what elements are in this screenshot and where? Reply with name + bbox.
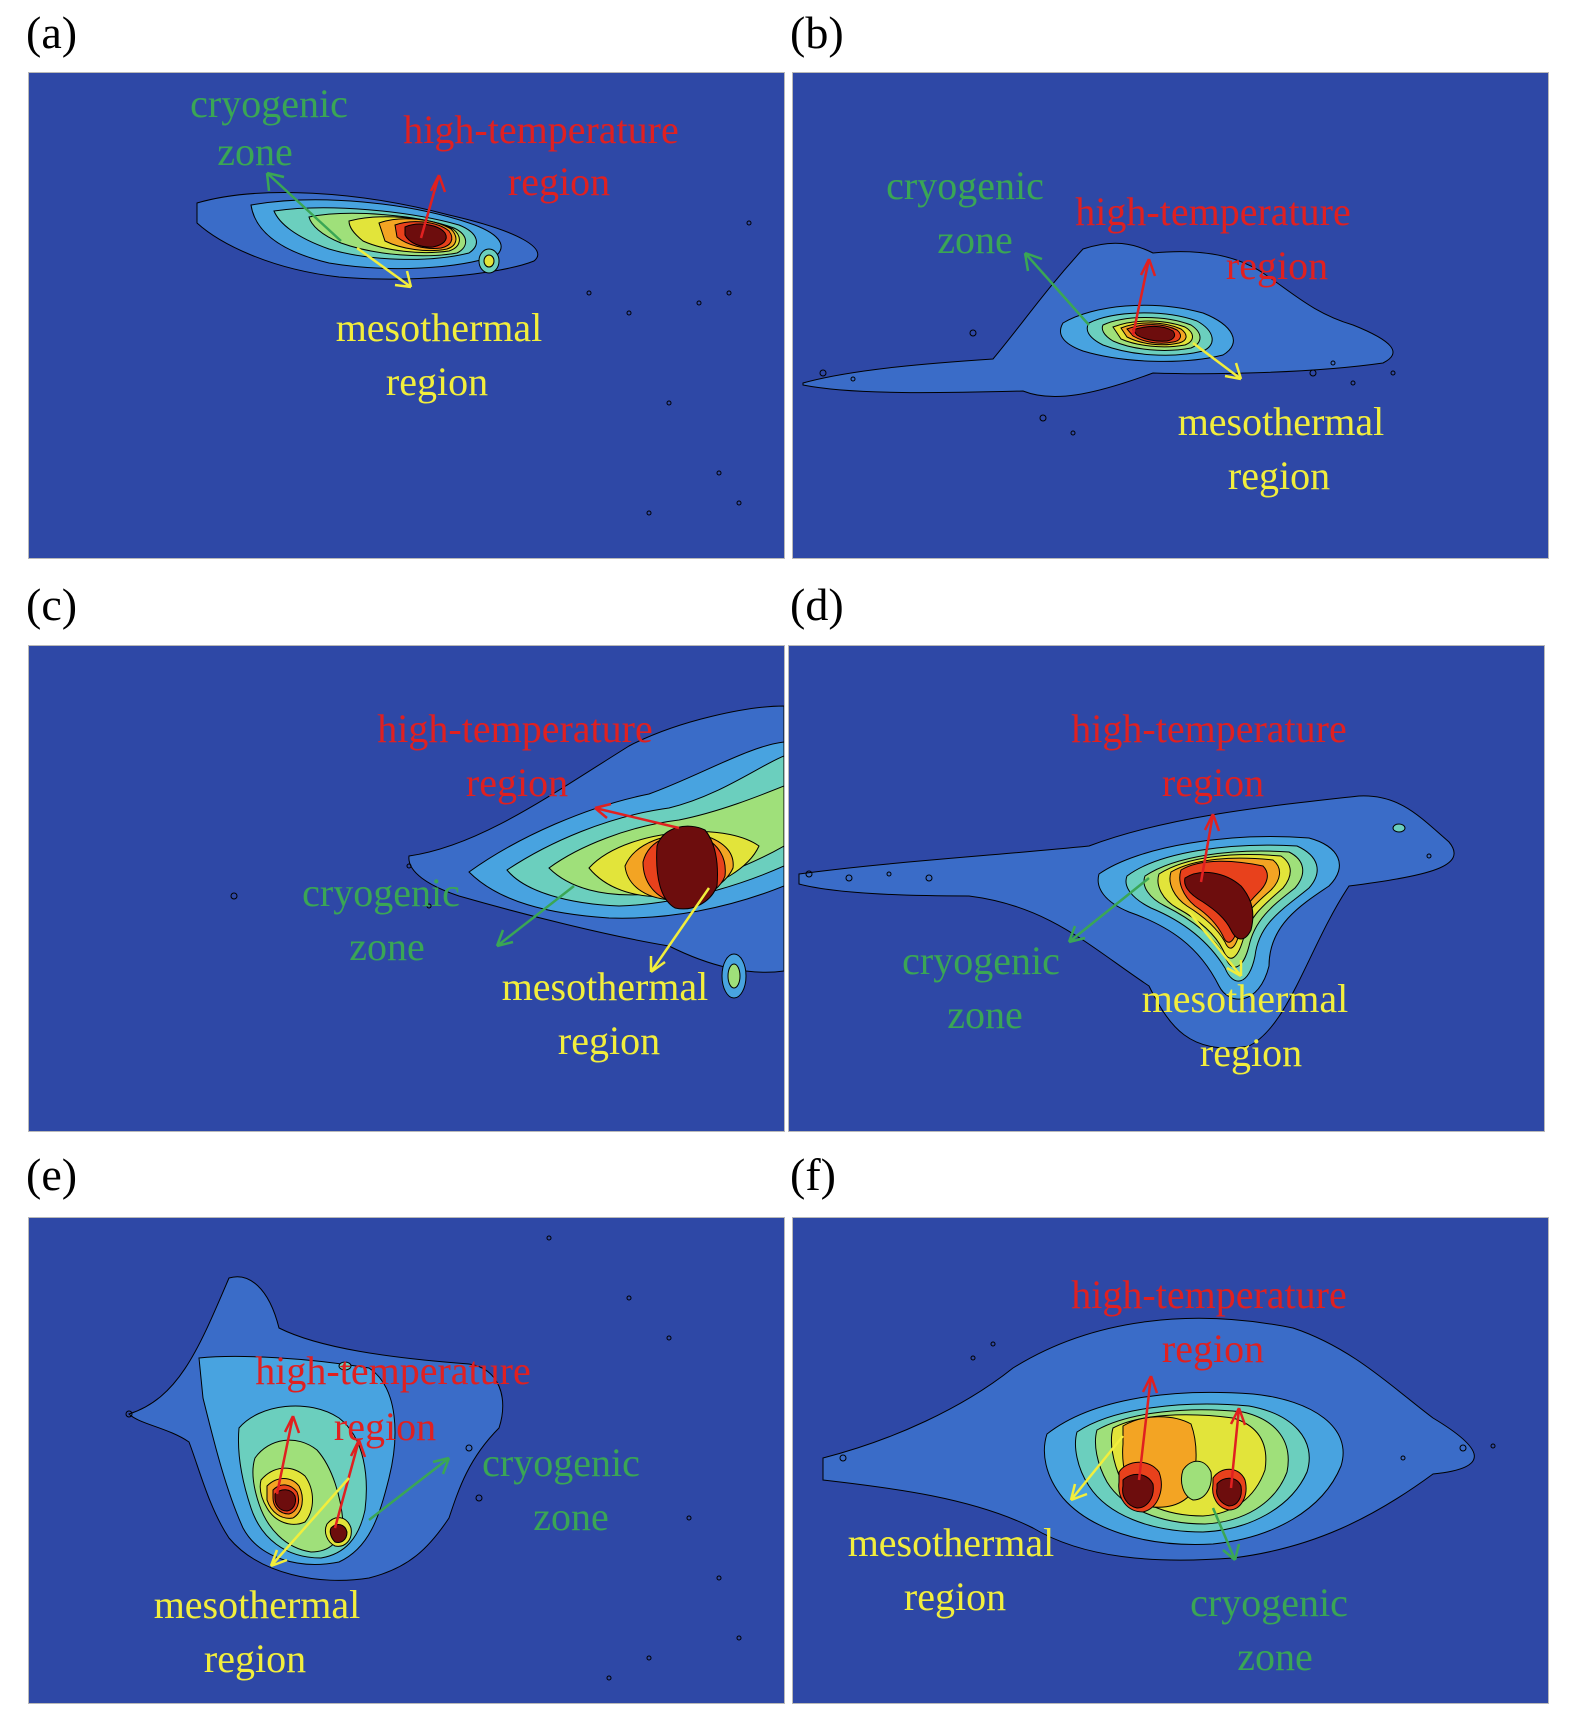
high-temperature-arrow	[1137, 1375, 1159, 1481]
contour-plot-d: cryogenic zone high-temperature region m…	[789, 646, 1544, 1131]
mesothermal-label-line1: mesothermal	[848, 1520, 1055, 1565]
high-temperature-arrow	[594, 802, 680, 830]
contour-panel-a: cryogenic zone high-temperature region m…	[28, 72, 785, 559]
high-temperature-label-line1: high-temperature	[403, 107, 678, 152]
panel-label-b: (b)	[790, 7, 844, 58]
region-arrows	[265, 171, 447, 289]
mesothermal-label-line1: mesothermal	[1178, 399, 1385, 444]
mesothermal-label-line2: region	[904, 1574, 1006, 1619]
noise-contours	[586, 220, 752, 516]
high-temperature-label-line2: region	[466, 760, 568, 805]
cryogenic-arrow	[495, 885, 575, 948]
noise-contours	[230, 863, 432, 909]
region-labels: cryogenic zone high-temperature region m…	[154, 1348, 640, 1681]
high-temperature-arrow	[275, 1415, 301, 1495]
panel-label-c: (c)	[26, 579, 78, 630]
region-arrows	[1067, 813, 1243, 978]
panel-label-e: (e)	[26, 1149, 78, 1200]
cryogenic-label-line2: zone	[937, 217, 1013, 262]
region-labels: cryogenic zone high-temperature region m…	[902, 706, 1348, 1075]
high-temperature-arrow	[1131, 258, 1157, 336]
mesothermal-label-line2: region	[1228, 453, 1330, 498]
region-arrows	[495, 802, 711, 974]
mesothermal-label-line1: mesothermal	[502, 964, 709, 1009]
cryogenic-label-line2: zone	[533, 1494, 609, 1539]
noise-contours	[839, 1341, 1496, 1462]
contour-panel-f: cryogenic zone high-temperature region m…	[792, 1217, 1549, 1704]
contour-plot-c: cryogenic zone high-temperature region m…	[29, 646, 784, 1131]
high-temperature-label-line1: high-temperature	[1075, 189, 1350, 234]
high-temperature-label-line1: high-temperature	[377, 706, 652, 751]
mesothermal-label-line2: region	[1200, 1030, 1302, 1075]
high-temperature-arrow-2	[1229, 1407, 1247, 1489]
noise-contours	[125, 1235, 742, 1681]
panel-label-d: (d)	[790, 579, 844, 630]
noise-contours	[805, 853, 1432, 882]
high-temperature-label-line2: region	[508, 159, 610, 204]
cryogenic-label-line1: cryogenic	[902, 938, 1060, 983]
cryogenic-label-line2: zone	[217, 129, 293, 174]
cryogenic-label-line1: cryogenic	[302, 870, 460, 915]
cryogenic-arrow	[1067, 877, 1150, 944]
contour-plot-a: cryogenic zone high-temperature region m…	[29, 73, 784, 558]
contour-panel-b: cryogenic zone high-temperature region m…	[792, 72, 1549, 559]
temperature-contours	[196, 192, 539, 280]
mesothermal-arrow	[1192, 342, 1243, 381]
cryogenic-label-line2: zone	[349, 924, 425, 969]
mesothermal-arrow	[269, 1477, 350, 1568]
temperature-contours	[802, 242, 1394, 398]
mesothermal-label-line1: mesothermal	[336, 305, 543, 350]
region-arrows	[1069, 1375, 1247, 1561]
mesothermal-arrow	[1188, 911, 1243, 978]
region-labels: cryogenic zone high-temperature region m…	[190, 81, 679, 404]
cryogenic-label-line2: zone	[947, 992, 1023, 1037]
region-labels: cryogenic zone high-temperature region m…	[302, 706, 708, 1063]
high-temperature-arrow	[419, 174, 447, 239]
mesothermal-arrow	[356, 246, 413, 289]
contour-panel-d: cryogenic zone high-temperature region m…	[788, 645, 1545, 1132]
high-temperature-arrow-2	[333, 1439, 367, 1529]
contour-plot-e: cryogenic zone high-temperature region m…	[29, 1218, 784, 1703]
mesothermal-label-line2: region	[386, 359, 488, 404]
temperature-contours	[128, 1276, 504, 1581]
contour-plot-b: cryogenic zone high-temperature region m…	[793, 73, 1548, 558]
mesothermal-label-line1: mesothermal	[154, 1582, 361, 1627]
mesothermal-label-line2: region	[558, 1018, 660, 1063]
region-labels: cryogenic zone high-temperature region m…	[848, 1272, 1348, 1679]
contour-plot-f: cryogenic zone high-temperature region m…	[793, 1218, 1548, 1703]
cryogenic-arrow	[368, 1456, 451, 1521]
high-temperature-arrow	[1199, 813, 1221, 883]
high-temperature-label-line2: region	[1226, 243, 1328, 288]
region-arrows	[1023, 251, 1243, 381]
cryogenic-label-line1: cryogenic	[482, 1440, 640, 1485]
noise-contours	[819, 329, 1396, 436]
contour-panel-c: cryogenic zone high-temperature region m…	[28, 645, 785, 1132]
cryogenic-label-line1: cryogenic	[190, 81, 348, 126]
temperature-contours	[408, 705, 784, 999]
cryogenic-label-line2: zone	[1237, 1634, 1313, 1679]
cryogenic-arrow	[265, 171, 342, 242]
temperature-contours	[822, 1317, 1475, 1561]
mesothermal-arrow	[1069, 1435, 1124, 1502]
cryogenic-arrow	[1023, 251, 1090, 326]
panel-label-a: (a)	[26, 7, 78, 58]
region-labels: cryogenic zone high-temperature region m…	[886, 163, 1384, 498]
high-temperature-label-line1: high-temperature	[1071, 1272, 1346, 1317]
region-arrows	[269, 1415, 451, 1568]
mesothermal-arrow	[649, 887, 711, 974]
contour-panel-e: cryogenic zone high-temperature region m…	[28, 1217, 785, 1704]
temperature-contours	[798, 795, 1455, 1049]
high-temperature-label-line1: high-temperature	[255, 1348, 530, 1393]
cryogenic-label-line1: cryogenic	[886, 163, 1044, 208]
panel-label-f: (f)	[790, 1149, 836, 1200]
mesothermal-label-line1: mesothermal	[1142, 976, 1349, 1021]
cryogenic-arrow	[1211, 1507, 1241, 1561]
plot-background	[29, 73, 784, 558]
mesothermal-label-line2: region	[204, 1636, 306, 1681]
high-temperature-label-line2: region	[1162, 1326, 1264, 1371]
high-temperature-label-line2: region	[334, 1404, 436, 1449]
high-temperature-label-line2: region	[1162, 760, 1264, 805]
cryogenic-label-line1: cryogenic	[1190, 1580, 1348, 1625]
high-temperature-label-line1: high-temperature	[1071, 706, 1346, 751]
